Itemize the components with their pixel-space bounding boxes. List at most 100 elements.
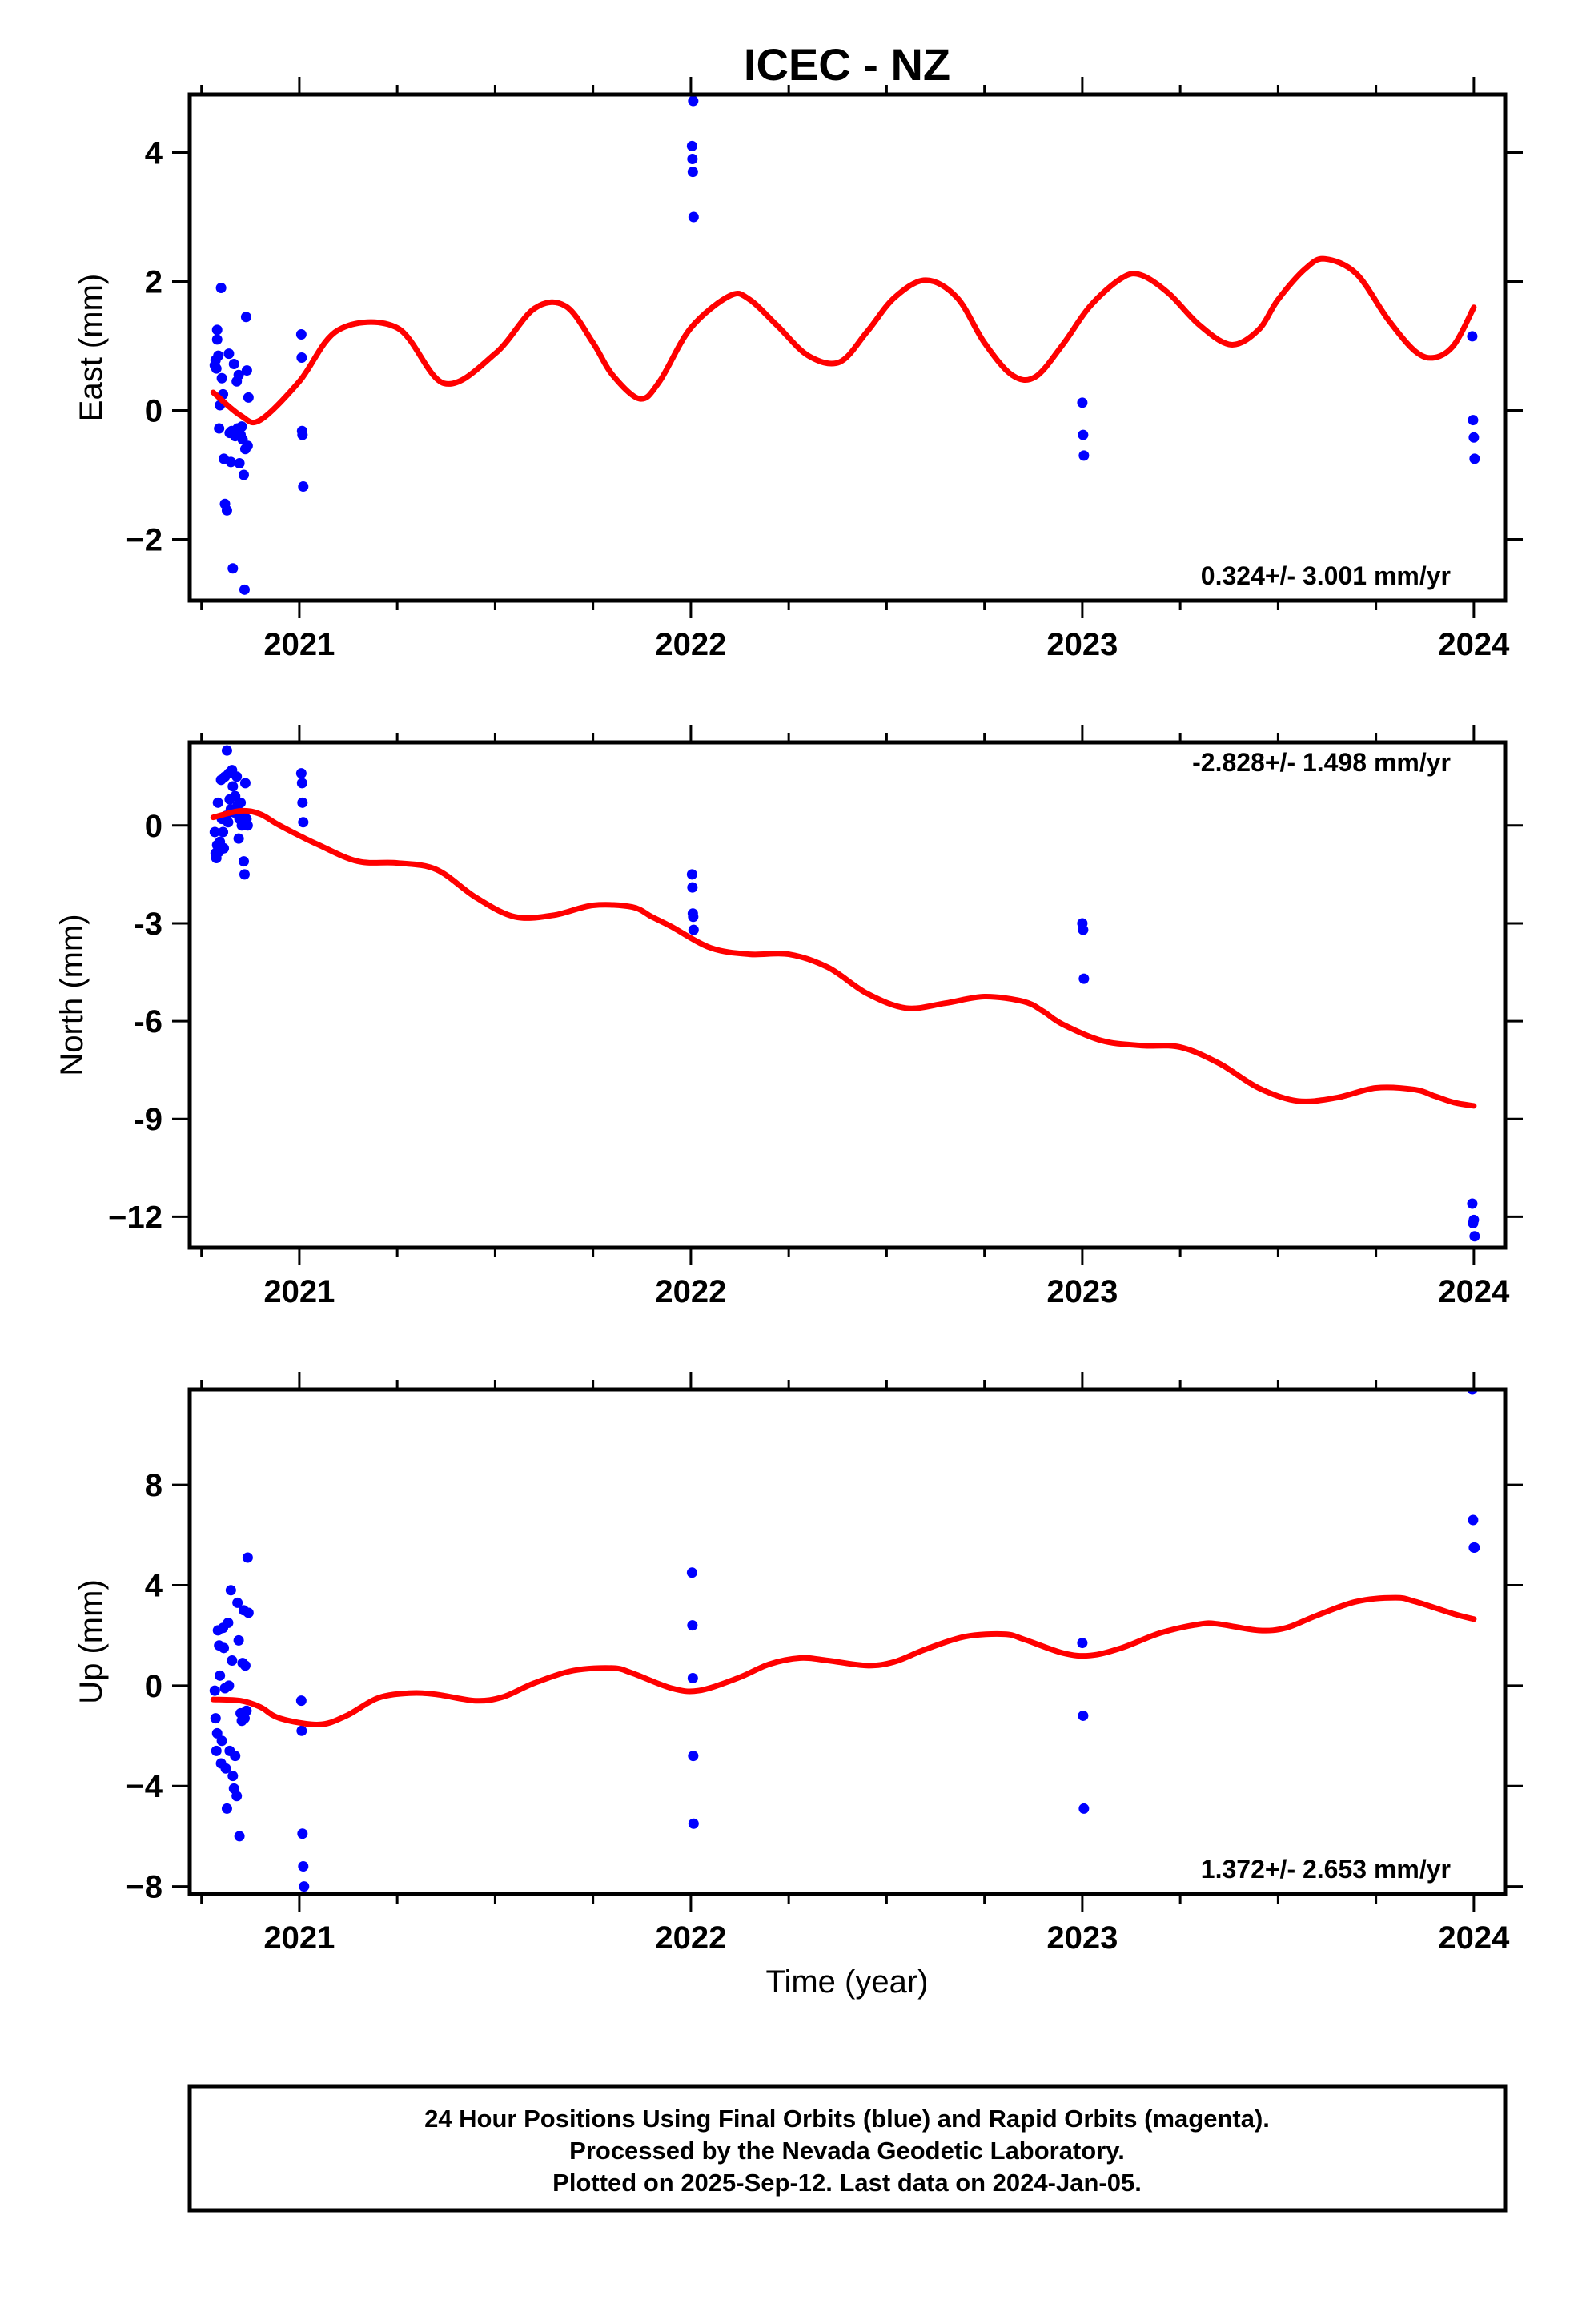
north-frame <box>187 740 1508 1250</box>
east-y-tick-label: 2 <box>145 264 163 300</box>
north-y-tick-label: 0 <box>145 809 163 844</box>
east-data-point <box>1077 397 1088 408</box>
east-data-point <box>688 211 699 223</box>
east-data-point <box>1469 453 1480 464</box>
up-rate-label: 1.372+/- 2.653 mm/yr <box>1201 1855 1451 1884</box>
east-data-point <box>1078 450 1090 461</box>
up-data-point <box>688 1818 699 1829</box>
up-data-point <box>209 1685 220 1696</box>
east-data-point <box>1468 432 1480 443</box>
east-data-point <box>238 469 249 480</box>
up-x-tick-label: 2023 <box>1046 1920 1118 1956</box>
x-axis-label: Time (year) <box>766 1964 929 2000</box>
east-data-point <box>1468 415 1479 426</box>
north-data-point <box>1468 1214 1480 1225</box>
north-data-point <box>219 842 230 854</box>
north-data-point <box>238 856 249 867</box>
up-data-point <box>1468 1514 1479 1526</box>
north-data-point <box>297 797 308 808</box>
figure-title: ICEC - NZ <box>744 39 950 90</box>
north-data-point <box>209 826 220 838</box>
east-data-point <box>298 480 309 492</box>
up-data-point <box>223 1680 235 1691</box>
east-data-point <box>1078 429 1089 440</box>
east-data-point <box>227 563 239 574</box>
east-data-point <box>234 458 245 469</box>
up-data-point <box>1078 1803 1090 1814</box>
up-y-tick-label: −4 <box>126 1769 163 1804</box>
east-data-point <box>225 456 236 468</box>
footer-line-3: Plotted on 2025-Sep-12. Last data on 202… <box>552 2169 1142 2197</box>
up-data-point <box>219 1642 230 1654</box>
footer-line-2: Processed by the Nevada Geodetic Laborat… <box>569 2137 1125 2165</box>
north-panel: 2021 2022 2023 2024 −12 -9 -6 -3 0 North (mm) -2.8… <box>54 725 1523 1309</box>
east-y-tick-label: 4 <box>145 135 163 171</box>
north-data-point <box>212 797 223 808</box>
up-x-tick-label: 2021 <box>263 1920 335 1956</box>
east-model-curve <box>210 255 1477 426</box>
up-y-axis-label: Up (mm) <box>74 1579 109 1704</box>
up-y-tick-label: 0 <box>145 1669 163 1704</box>
up-data-point <box>297 1828 308 1839</box>
north-data-point <box>231 771 243 782</box>
up-plot-area <box>209 1389 1480 1892</box>
north-model-curve <box>210 807 1477 1109</box>
up-data-point <box>211 1727 223 1739</box>
north-y-tick-label: -3 <box>134 907 163 942</box>
east-data-point <box>240 312 251 323</box>
east-data-point <box>687 154 698 165</box>
footer-line-1: 24 Hour Positions Using Final Orbits (bl… <box>424 2105 1270 2133</box>
up-x-tick-label: 2022 <box>655 1920 726 1956</box>
east-plot-area <box>209 95 1480 595</box>
east-data-point <box>211 324 223 336</box>
north-data-point <box>235 797 247 808</box>
up-data-point <box>687 1672 698 1683</box>
east-data-point <box>214 423 225 434</box>
up-data-point <box>1078 1710 1089 1721</box>
up-data-point <box>215 1670 226 1681</box>
up-data-point <box>227 1655 238 1667</box>
north-data-point <box>223 817 234 828</box>
east-data-point <box>241 365 252 376</box>
north-y-axis-label: North (mm) <box>54 914 90 1076</box>
east-y-tick-label: −2 <box>126 523 163 558</box>
up-x-tick-label: 2024 <box>1438 1920 1510 1956</box>
east-x-tick-label: 2023 <box>1046 627 1118 662</box>
east-data-point <box>213 350 224 361</box>
east-data-point <box>242 440 253 452</box>
up-data-point <box>223 1617 234 1628</box>
east-data-point <box>686 140 697 151</box>
east-data-point <box>243 392 254 403</box>
north-x-tick-label: 2021 <box>263 1274 335 1309</box>
north-data-point <box>296 778 307 789</box>
east-x-tick-label: 2021 <box>263 627 335 662</box>
up-data-point <box>220 1763 231 1774</box>
up-data-point <box>230 1751 241 1762</box>
up-data-point <box>242 1552 253 1563</box>
north-data-point <box>239 778 251 789</box>
north-x-tick-label: 2024 <box>1438 1274 1510 1309</box>
up-data-point <box>241 1705 252 1716</box>
north-data-point <box>688 911 699 923</box>
footer-box: 24 Hour Positions Using Final Orbits (bl… <box>187 2084 1508 2213</box>
east-data-point <box>687 167 698 178</box>
up-data-point <box>1077 1638 1088 1649</box>
north-data-point <box>686 869 697 880</box>
north-data-point <box>295 768 307 779</box>
east-data-point <box>215 283 227 294</box>
up-data-point <box>227 1771 239 1782</box>
east-data-point <box>296 352 307 363</box>
up-data-point <box>687 1620 698 1631</box>
up-data-point <box>295 1695 307 1707</box>
east-data-point <box>236 421 247 432</box>
north-y-tick-label: −12 <box>108 1200 163 1235</box>
north-data-point <box>298 817 309 828</box>
north-x-tick-label: 2022 <box>655 1274 726 1309</box>
up-data-point <box>299 1881 310 1892</box>
up-data-point <box>239 1660 251 1671</box>
east-data-point <box>228 359 239 370</box>
east-panel: 2021 2022 2023 2024 −2 0 2 4 East (mm) 0.324+/- 3… <box>74 77 1523 662</box>
east-data-point <box>688 95 699 107</box>
east-data-point <box>211 334 223 345</box>
up-data-point <box>221 1803 232 1814</box>
